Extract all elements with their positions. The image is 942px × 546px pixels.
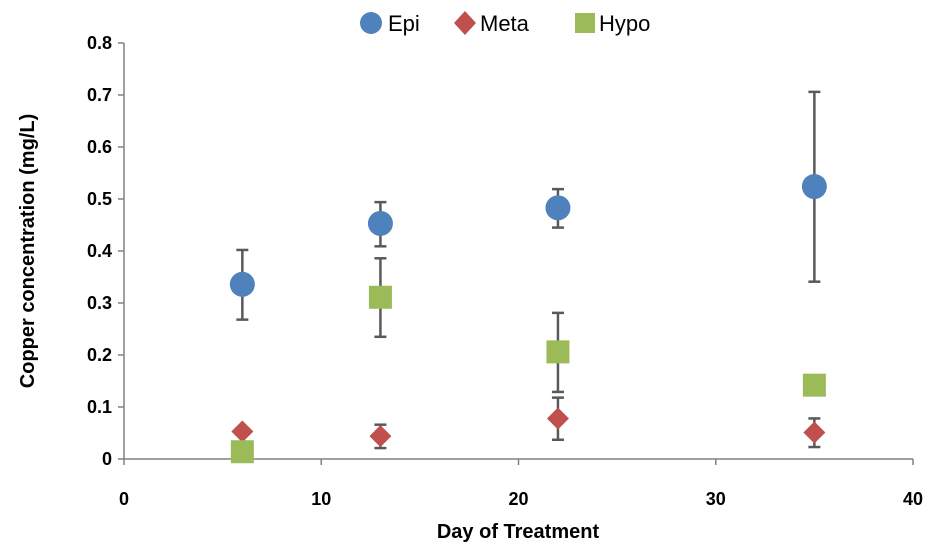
legend-marker-epi	[360, 12, 382, 34]
point-meta	[369, 425, 392, 448]
y-tick-label: 0.3	[87, 293, 112, 313]
legend-label-epi: Epi	[388, 11, 420, 36]
y-tick-label: 0.5	[87, 189, 112, 209]
y-tick-label: 0	[102, 449, 112, 469]
x-tick-label: 30	[706, 489, 726, 509]
point-epi	[229, 271, 255, 297]
error-bars	[236, 90, 821, 450]
axes: 0 0.1 0.2 0.3 0.4 0.5 0.6 0.7 0.8 0 10 20 30 40	[87, 33, 923, 509]
y-tick-label: 0.8	[87, 33, 112, 53]
legend-marker-hypo	[575, 13, 595, 33]
point-meta	[803, 421, 826, 444]
legend-marker-meta	[454, 11, 476, 35]
point-epi	[801, 174, 827, 200]
x-tick-label: 10	[311, 489, 331, 509]
y-tick-label: 0.4	[87, 241, 112, 261]
point-epi	[367, 210, 393, 236]
x-tick-label: 40	[903, 489, 923, 509]
y-tick-label: 0.6	[87, 137, 112, 157]
data-points	[229, 174, 827, 464]
point-hypo	[546, 340, 570, 364]
x-axis-title: Day of Treatment	[437, 521, 600, 543]
legend: Epi Meta Hypo	[360, 11, 650, 36]
y-tick-label: 0.2	[87, 345, 112, 365]
y-axis-title: Copper concentration (mg/L)	[17, 114, 39, 388]
y-tick-label: 0.1	[87, 397, 112, 417]
legend-label-hypo: Hypo	[599, 11, 650, 36]
point-hypo	[368, 285, 392, 309]
y-tick-label: 0.7	[87, 85, 112, 105]
point-hypo	[230, 440, 254, 464]
point-hypo	[802, 373, 826, 397]
point-epi	[545, 195, 571, 221]
x-tick-label: 0	[119, 489, 129, 509]
x-tick-label: 20	[508, 489, 528, 509]
point-meta	[231, 420, 254, 443]
legend-label-meta: Meta	[480, 11, 530, 36]
point-meta	[546, 407, 569, 430]
